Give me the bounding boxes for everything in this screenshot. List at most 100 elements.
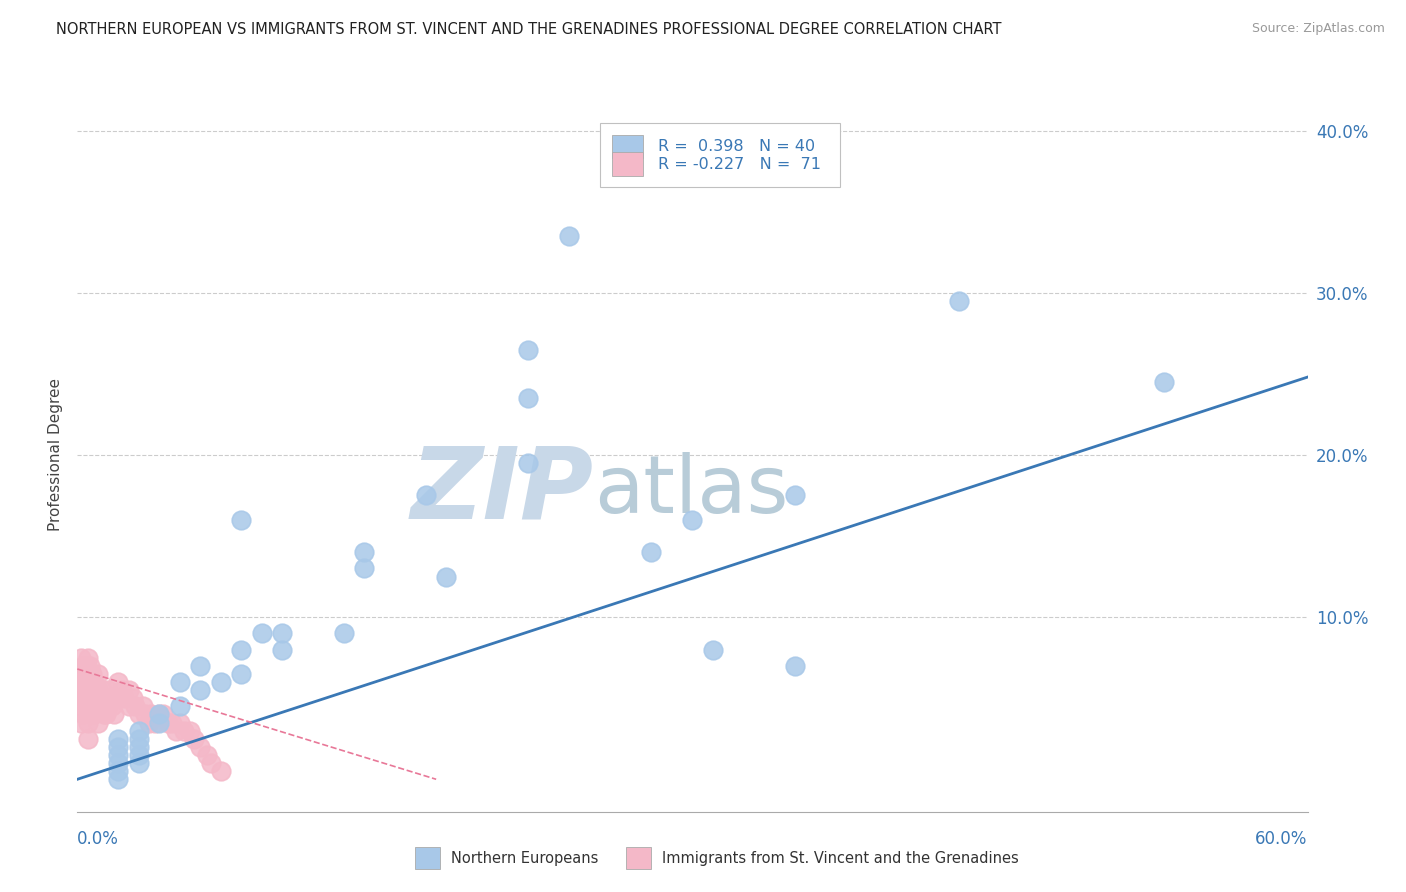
- Point: [160, 715, 183, 730]
- Point: [80, 699, 103, 714]
- Point: [97, 699, 120, 714]
- Point: [148, 707, 170, 722]
- Point: [128, 707, 150, 722]
- Point: [75, 691, 97, 706]
- Point: [72, 691, 94, 706]
- Point: [353, 545, 375, 559]
- Point: [183, 731, 205, 746]
- Point: [72, 707, 94, 722]
- Point: [128, 739, 150, 754]
- Point: [124, 699, 146, 714]
- FancyBboxPatch shape: [613, 135, 644, 158]
- Point: [84, 683, 107, 698]
- Point: [70, 650, 93, 665]
- Point: [148, 715, 170, 730]
- Point: [79, 658, 101, 673]
- Point: [79, 675, 101, 690]
- Point: [783, 658, 806, 673]
- Point: [148, 707, 170, 722]
- Point: [209, 764, 232, 779]
- Point: [72, 675, 94, 690]
- Point: [87, 715, 110, 730]
- Text: Northern Europeans: Northern Europeans: [451, 851, 599, 865]
- Text: NORTHERN EUROPEAN VS IMMIGRANTS FROM ST. VINCENT AND THE GRENADINES PROFESSIONAL: NORTHERN EUROPEAN VS IMMIGRANTS FROM ST.…: [56, 22, 1001, 37]
- Point: [87, 683, 110, 698]
- Point: [517, 456, 540, 470]
- Point: [98, 691, 121, 706]
- Point: [200, 756, 222, 770]
- Point: [143, 715, 166, 730]
- FancyBboxPatch shape: [600, 123, 841, 187]
- Point: [179, 723, 201, 738]
- Point: [152, 707, 174, 722]
- Point: [107, 764, 129, 779]
- Point: [107, 747, 129, 762]
- Point: [107, 731, 129, 746]
- Point: [103, 707, 125, 722]
- Point: [141, 707, 163, 722]
- Point: [117, 699, 139, 714]
- Point: [517, 391, 540, 405]
- Point: [783, 488, 806, 502]
- Point: [83, 691, 105, 706]
- Point: [132, 699, 155, 714]
- Point: [517, 343, 540, 357]
- Point: [72, 658, 94, 673]
- Point: [70, 666, 93, 681]
- Point: [94, 691, 117, 706]
- Text: Immigrants from St. Vincent and the Grenadines: Immigrants from St. Vincent and the Gren…: [662, 851, 1019, 865]
- Point: [70, 699, 93, 714]
- Point: [107, 739, 129, 754]
- Point: [117, 683, 139, 698]
- Point: [333, 626, 356, 640]
- Point: [114, 691, 136, 706]
- Point: [169, 675, 191, 690]
- Text: 0.0%: 0.0%: [77, 830, 120, 847]
- Point: [76, 699, 98, 714]
- Point: [209, 675, 232, 690]
- Point: [79, 691, 101, 706]
- Point: [558, 229, 581, 244]
- Point: [128, 756, 150, 770]
- Point: [121, 691, 143, 706]
- Text: R = -0.227   N =  71: R = -0.227 N = 71: [658, 157, 821, 171]
- Point: [188, 658, 212, 673]
- Point: [231, 513, 253, 527]
- Point: [640, 545, 662, 559]
- Point: [156, 715, 179, 730]
- Point: [128, 731, 150, 746]
- Point: [80, 683, 103, 698]
- Point: [70, 715, 93, 730]
- Point: [90, 683, 114, 698]
- Point: [76, 683, 98, 698]
- Point: [353, 561, 375, 575]
- Point: [173, 723, 195, 738]
- Point: [188, 739, 212, 754]
- Point: [70, 683, 93, 698]
- Point: [682, 513, 704, 527]
- Point: [76, 731, 98, 746]
- Text: ZIP: ZIP: [411, 442, 595, 539]
- Point: [93, 691, 115, 706]
- Point: [436, 569, 458, 583]
- Point: [169, 699, 191, 714]
- Point: [188, 683, 212, 698]
- Point: [94, 707, 117, 722]
- Point: [80, 666, 103, 681]
- Point: [87, 699, 110, 714]
- Point: [271, 642, 294, 657]
- Point: [138, 715, 160, 730]
- Point: [271, 626, 294, 640]
- Point: [75, 658, 97, 673]
- Text: atlas: atlas: [595, 451, 789, 530]
- Point: [97, 683, 120, 698]
- Point: [702, 642, 724, 657]
- Point: [250, 626, 273, 640]
- Point: [107, 691, 129, 706]
- Point: [83, 707, 105, 722]
- Point: [87, 666, 110, 681]
- Point: [107, 675, 129, 690]
- Point: [195, 747, 218, 762]
- Point: [76, 650, 98, 665]
- Point: [93, 707, 115, 722]
